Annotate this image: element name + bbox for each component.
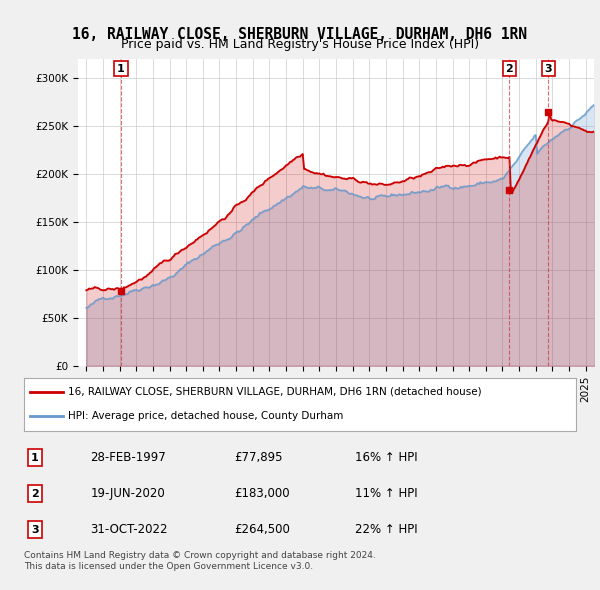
Text: Price paid vs. HM Land Registry's House Price Index (HPI): Price paid vs. HM Land Registry's House … — [121, 38, 479, 51]
Text: 16, RAILWAY CLOSE, SHERBURN VILLAGE, DURHAM, DH6 1RN: 16, RAILWAY CLOSE, SHERBURN VILLAGE, DUR… — [73, 27, 527, 41]
Text: 16, RAILWAY CLOSE, SHERBURN VILLAGE, DURHAM, DH6 1RN (detached house): 16, RAILWAY CLOSE, SHERBURN VILLAGE, DUR… — [68, 387, 482, 397]
Text: £183,000: £183,000 — [234, 487, 289, 500]
Text: HPI: Average price, detached house, County Durham: HPI: Average price, detached house, Coun… — [68, 411, 344, 421]
Text: 1: 1 — [31, 453, 39, 463]
Text: 19-JUN-2020: 19-JUN-2020 — [90, 487, 165, 500]
Text: Contains HM Land Registry data © Crown copyright and database right 2024.: Contains HM Land Registry data © Crown c… — [24, 550, 376, 559]
Text: 3: 3 — [31, 525, 39, 535]
Text: 22% ↑ HPI: 22% ↑ HPI — [355, 523, 418, 536]
Text: 2: 2 — [506, 64, 513, 74]
Text: £264,500: £264,500 — [234, 523, 290, 536]
Text: 1: 1 — [117, 64, 125, 74]
Text: 16% ↑ HPI: 16% ↑ HPI — [355, 451, 418, 464]
Text: This data is licensed under the Open Government Licence v3.0.: This data is licensed under the Open Gov… — [24, 562, 313, 571]
Text: 2: 2 — [31, 489, 39, 499]
Text: 31-OCT-2022: 31-OCT-2022 — [90, 523, 168, 536]
Text: 3: 3 — [544, 64, 552, 74]
Text: 28-FEB-1997: 28-FEB-1997 — [90, 451, 166, 464]
Text: £77,895: £77,895 — [234, 451, 282, 464]
Text: 11% ↑ HPI: 11% ↑ HPI — [355, 487, 418, 500]
